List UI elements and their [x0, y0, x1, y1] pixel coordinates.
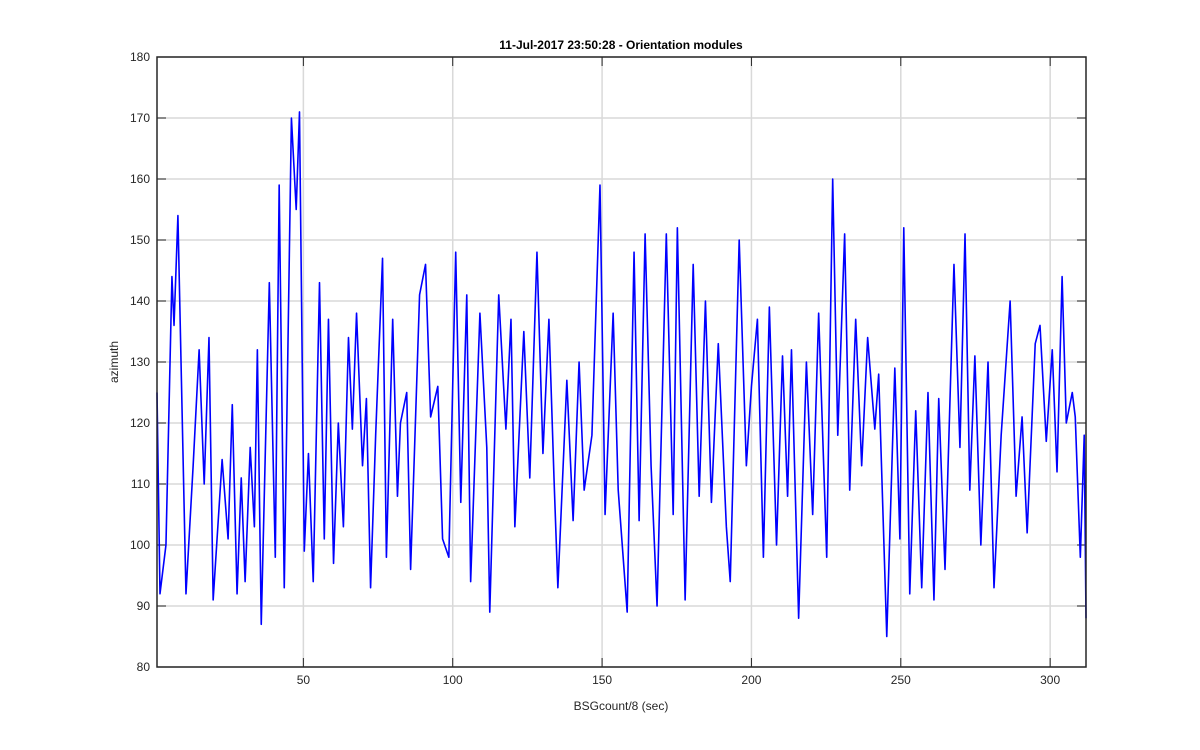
x-axis-label: BSGcount/8 (sec)	[574, 699, 669, 713]
y-tick-label: 90	[137, 599, 151, 613]
y-axis-label: azimuth	[107, 341, 121, 383]
data-line	[156, 111, 1087, 638]
x-tick-label: 50	[297, 673, 311, 687]
y-tick-label: 150	[130, 233, 150, 247]
y-tick-label: 100	[130, 538, 150, 552]
x-tick-label: 300	[1040, 673, 1060, 687]
y-tick-label: 110	[131, 477, 150, 491]
y-tick-label: 180	[130, 50, 150, 64]
y-tick-label: 160	[130, 172, 150, 186]
y-tick-label: 120	[130, 416, 150, 430]
axes-box	[156, 56, 1087, 668]
y-tick-label: 140	[130, 294, 150, 308]
y-tick-label: 80	[137, 660, 151, 674]
chart-title: 11-Jul-2017 23:50:28 - Orientation modul…	[499, 38, 743, 52]
x-tick-label: 200	[741, 673, 761, 687]
y-tick-label: 130	[130, 355, 150, 369]
y-tick-label: 170	[130, 111, 150, 125]
x-tick-label: 250	[891, 673, 911, 687]
x-tick-label: 100	[443, 673, 463, 687]
x-tick-label: 150	[592, 673, 612, 687]
